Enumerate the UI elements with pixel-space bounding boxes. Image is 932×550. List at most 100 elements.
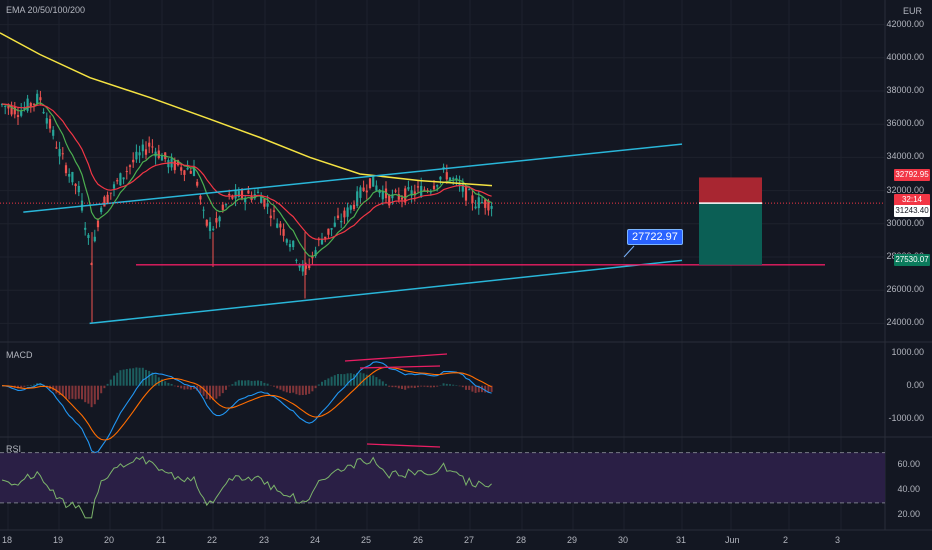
macd-histogram-bar [410, 385, 413, 388]
time-tick-label: 28 [516, 535, 527, 545]
candle-body [192, 167, 196, 176]
macd-histogram-bar [55, 385, 58, 394]
candle-body [61, 153, 64, 155]
macd-histogram-bar [314, 385, 317, 389]
macd-histogram-bar [260, 381, 263, 386]
macd-histogram-bar [305, 385, 307, 395]
macd-histogram-bar [346, 373, 349, 386]
candle-body [55, 147, 58, 149]
candle-body [208, 222, 212, 231]
macd-histogram-bar [231, 384, 234, 386]
macd-histogram-bar [177, 385, 179, 388]
candle-body [442, 166, 445, 169]
candle-body [157, 150, 160, 159]
macd-histogram-bar [417, 385, 419, 388]
macd-histogram-bar [215, 385, 218, 399]
candle-body [276, 223, 279, 228]
price-callout[interactable]: 27722.97 [627, 229, 683, 245]
macd-histogram-bar [391, 385, 394, 388]
macd-histogram-bar [465, 385, 467, 390]
candle-body [474, 206, 477, 209]
candle-body [234, 190, 237, 199]
time-tick-label: 30 [618, 535, 629, 545]
candle-body [196, 181, 199, 186]
time-tick-label: 25 [361, 535, 372, 545]
rsi-tick-label: 60.00 [897, 459, 920, 470]
candle-body [39, 97, 42, 101]
candle-body [279, 223, 282, 228]
rsi-band-fill [0, 452, 885, 503]
price-tick-label: 30000.00 [886, 217, 924, 228]
candle-body [471, 195, 474, 203]
candle-body [221, 204, 224, 210]
macd-divergence-line [344, 353, 448, 362]
time-tick-label: 3 [835, 535, 841, 545]
macd-histogram-bar [401, 385, 403, 389]
candle-body [400, 197, 404, 200]
macd-histogram-bar [362, 373, 365, 386]
candle-body [324, 236, 327, 239]
candle-body [484, 199, 487, 208]
macd-histogram-bar [381, 381, 384, 386]
rsi-divergence-line [366, 443, 441, 448]
macd-title[interactable]: MACD [6, 350, 33, 360]
indicator-legend[interactable]: EMA 20/50/100/200 [6, 5, 86, 15]
time-tick-label: 26 [413, 535, 424, 545]
macd-histogram-bar [74, 385, 77, 400]
macd-histogram-bar [196, 385, 199, 391]
rsi-title[interactable]: RSI [6, 444, 22, 454]
macd-histogram-bar [167, 382, 170, 386]
price-tick-label: 24000.00 [886, 317, 924, 328]
price-tick-label: 38000.00 [886, 85, 924, 95]
macd-histogram-bar [247, 380, 250, 386]
macd-histogram-bar [333, 375, 336, 386]
candle-body [103, 196, 106, 207]
candle-body [368, 178, 372, 188]
macd-histogram-bar [23, 385, 26, 387]
price-tick-label: 36000.00 [886, 118, 924, 129]
macd-histogram-bar [65, 385, 67, 399]
support-price-badge: 27530.07 [894, 254, 930, 266]
macd-histogram-bar [285, 385, 288, 393]
candle-body [180, 167, 183, 171]
candle-body [436, 185, 439, 187]
candle-body [228, 193, 231, 196]
macd-histogram-bar [337, 374, 339, 386]
macd-histogram-bar [81, 385, 83, 400]
macd-histogram-bar [295, 385, 298, 395]
candle-body [256, 191, 260, 193]
candle-body [397, 194, 400, 200]
macd-histogram-bar [209, 385, 211, 400]
candle-body [215, 218, 218, 223]
candle-body [298, 264, 301, 268]
candle-body [394, 190, 397, 192]
candle-body [199, 195, 202, 200]
drawings[interactable] [0, 143, 885, 325]
macd-histogram-bar [20, 385, 23, 388]
macd-histogram-bar [273, 385, 275, 387]
macd-histogram-bar [116, 372, 119, 386]
macd-histogram-bar [266, 383, 269, 386]
candle-body [336, 215, 340, 219]
macd-histogram-bar [474, 385, 477, 393]
candle-body [7, 105, 10, 109]
macd-histogram-bar [404, 385, 407, 390]
macd-histogram-bar [161, 379, 163, 386]
candle-body [205, 219, 208, 226]
candle-body [186, 167, 189, 170]
macd-histogram-bar [221, 385, 224, 394]
macd-histogram-bar [452, 384, 455, 386]
macd-histogram-bar [100, 385, 103, 394]
macd-histogram-bar [308, 385, 311, 394]
candle-body [32, 103, 36, 105]
candle-body [432, 185, 436, 190]
macd-histogram-bar [135, 367, 138, 386]
macd-histogram-bar [241, 380, 243, 386]
candle-body [58, 148, 61, 157]
macd-histogram-bar [93, 385, 96, 405]
candle-body [141, 144, 144, 152]
candle-body [356, 191, 359, 206]
candle-body [458, 183, 461, 186]
macd-histogram-bar [292, 385, 295, 393]
